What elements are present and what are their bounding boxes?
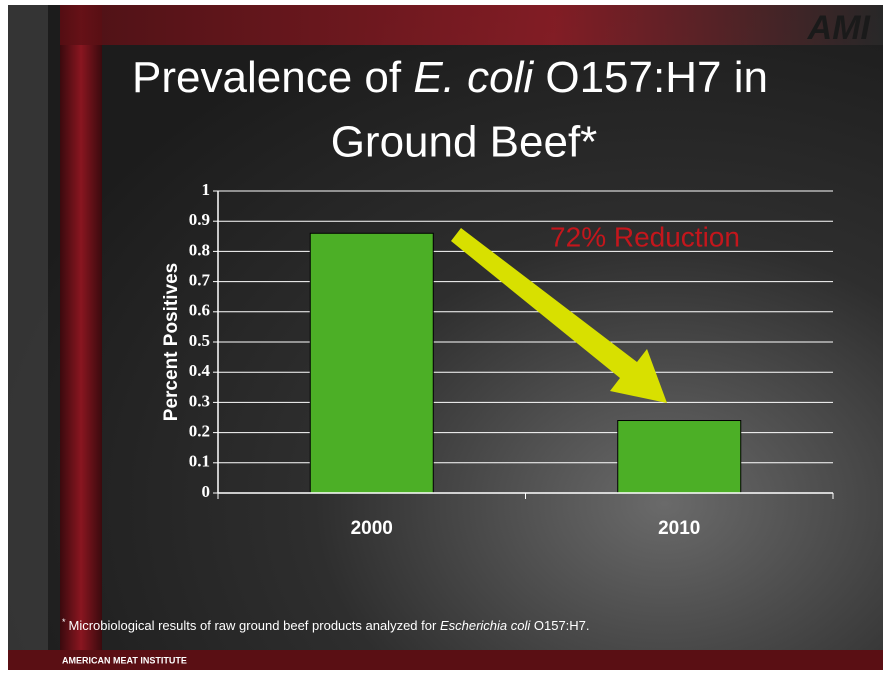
y-tick-label: 1 bbox=[202, 180, 211, 199]
y-tick-label: 0.4 bbox=[189, 361, 211, 380]
y-axis-label: Percent Positives bbox=[161, 263, 182, 421]
footer-band bbox=[8, 650, 883, 670]
x-tick-label: 2000 bbox=[351, 518, 393, 539]
y-tick-label: 0.7 bbox=[189, 271, 211, 290]
y-tick-label: 0.3 bbox=[189, 391, 210, 410]
y-tick-label: 0.2 bbox=[189, 422, 210, 441]
y-tick-label: 0 bbox=[202, 482, 211, 501]
y-tick-label: 0.1 bbox=[189, 452, 210, 471]
y-tick-label: 0.5 bbox=[189, 331, 210, 350]
logo: AMI bbox=[807, 9, 872, 47]
title-line: Prevalence of E. coli O157:H7 in bbox=[132, 53, 768, 102]
left-shade bbox=[8, 5, 48, 670]
annotation: 72% Reduction bbox=[550, 221, 740, 252]
arrow bbox=[451, 228, 667, 403]
red-band bbox=[60, 5, 883, 45]
bar bbox=[309, 232, 434, 494]
y-tick-label: 0.8 bbox=[189, 240, 210, 259]
footer: AMERICAN MEAT INSTITUTE bbox=[62, 655, 187, 665]
x-tick-label: 2010 bbox=[658, 518, 700, 539]
footnote: * Microbiological results of raw ground b… bbox=[62, 617, 590, 633]
red-stripe bbox=[60, 5, 102, 650]
title-line: Ground Beef* bbox=[331, 118, 598, 167]
background bbox=[8, 5, 883, 670]
y-tick-label: 0.9 bbox=[189, 210, 210, 229]
y-tick-label: 0.6 bbox=[189, 301, 210, 320]
bar bbox=[617, 420, 742, 494]
